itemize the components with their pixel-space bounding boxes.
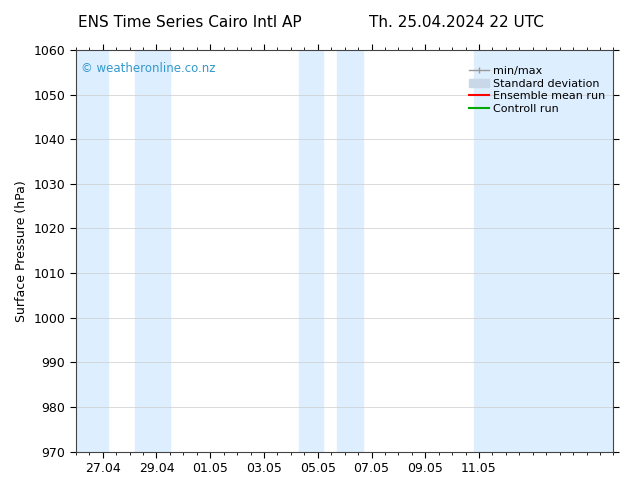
Bar [474,50,614,452]
Text: ENS Time Series Cairo Intl AP: ENS Time Series Cairo Intl AP [79,15,302,30]
Text: Th. 25.04.2024 22 UTC: Th. 25.04.2024 22 UTC [369,15,544,30]
Y-axis label: Surface Pressure (hPa): Surface Pressure (hPa) [15,180,28,321]
Legend: min/max, Standard deviation, Ensemble mean run, Controll run: min/max, Standard deviation, Ensemble me… [467,64,608,116]
Bar [299,50,323,452]
Bar [337,50,363,452]
Bar [76,50,108,452]
Bar [135,50,170,452]
Text: © weatheronline.co.nz: © weatheronline.co.nz [81,62,216,75]
